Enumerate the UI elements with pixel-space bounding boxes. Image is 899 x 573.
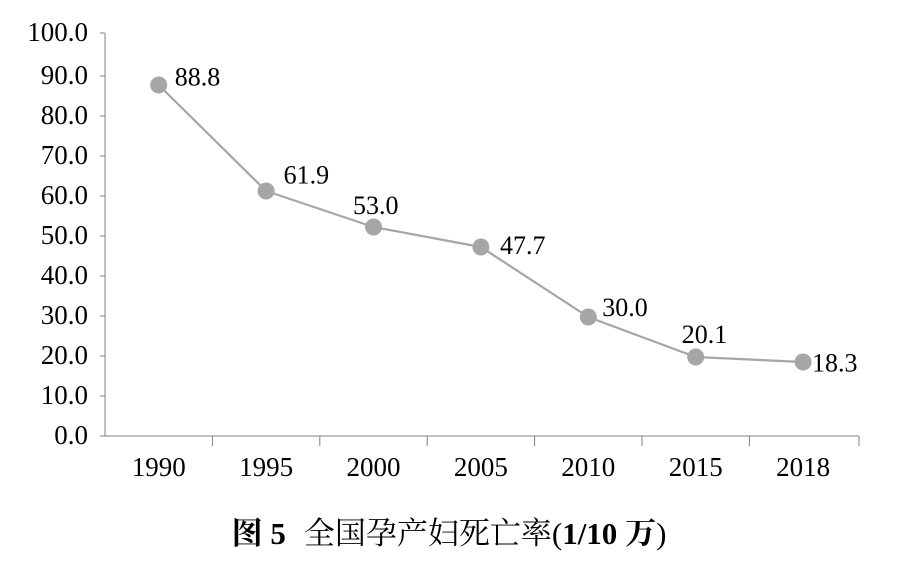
svg-text:30.0: 30.0 (41, 300, 88, 330)
svg-text:20.1: 20.1 (682, 320, 728, 349)
svg-text:2010: 2010 (561, 452, 615, 482)
svg-text:20.0: 20.0 (41, 340, 88, 370)
svg-text:90.0: 90.0 (41, 60, 88, 90)
svg-text:18.3: 18.3 (812, 349, 858, 378)
svg-text:2015: 2015 (669, 452, 723, 482)
svg-text:2000: 2000 (347, 452, 401, 482)
svg-text:80.0: 80.0 (41, 100, 88, 130)
svg-text:88.8: 88.8 (175, 63, 221, 92)
svg-text:1995: 1995 (239, 452, 293, 482)
svg-text:2005: 2005 (454, 452, 508, 482)
svg-text:0.0: 0.0 (54, 420, 88, 450)
svg-text:40.0: 40.0 (41, 260, 88, 290)
svg-text:47.7: 47.7 (500, 231, 546, 260)
svg-text:2018: 2018 (776, 452, 830, 482)
svg-text:100.0: 100.0 (27, 17, 88, 47)
svg-text:61.9: 61.9 (284, 161, 330, 190)
svg-text:10.0: 10.0 (41, 380, 88, 410)
svg-text:60.0: 60.0 (41, 180, 88, 210)
svg-text:70.0: 70.0 (41, 140, 88, 170)
svg-text:1990: 1990 (132, 452, 186, 482)
svg-text:53.0: 53.0 (353, 191, 399, 220)
svg-text:50.0: 50.0 (41, 220, 88, 250)
svg-text:30.0: 30.0 (602, 293, 648, 322)
